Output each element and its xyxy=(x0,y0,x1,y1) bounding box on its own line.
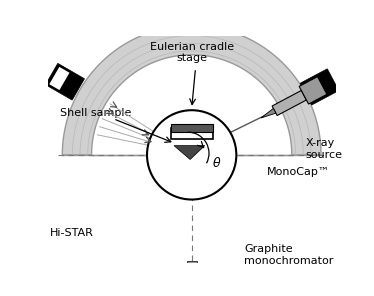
Text: X-ray
source: X-ray source xyxy=(306,138,343,160)
Bar xyxy=(171,124,213,132)
Bar xyxy=(224,289,236,296)
Polygon shape xyxy=(272,91,306,115)
Polygon shape xyxy=(62,25,321,155)
Bar xyxy=(226,274,235,289)
Bar xyxy=(49,67,70,90)
Bar xyxy=(300,69,339,105)
Bar xyxy=(171,128,213,139)
Bar xyxy=(187,261,197,276)
Text: MonoCap™: MonoCap™ xyxy=(267,167,330,177)
Text: Hi-STAR: Hi-STAR xyxy=(50,229,94,238)
Text: Eulerian cradle
stage: Eulerian cradle stage xyxy=(150,42,234,63)
Polygon shape xyxy=(261,108,276,118)
Circle shape xyxy=(147,110,236,200)
Polygon shape xyxy=(174,146,205,160)
Text: Graphite
monochromator: Graphite monochromator xyxy=(244,244,333,266)
Bar xyxy=(185,276,198,296)
Bar xyxy=(46,63,85,100)
Text: $\theta$: $\theta$ xyxy=(212,156,222,170)
Text: Shell sample: Shell sample xyxy=(60,107,131,118)
Polygon shape xyxy=(299,77,327,104)
